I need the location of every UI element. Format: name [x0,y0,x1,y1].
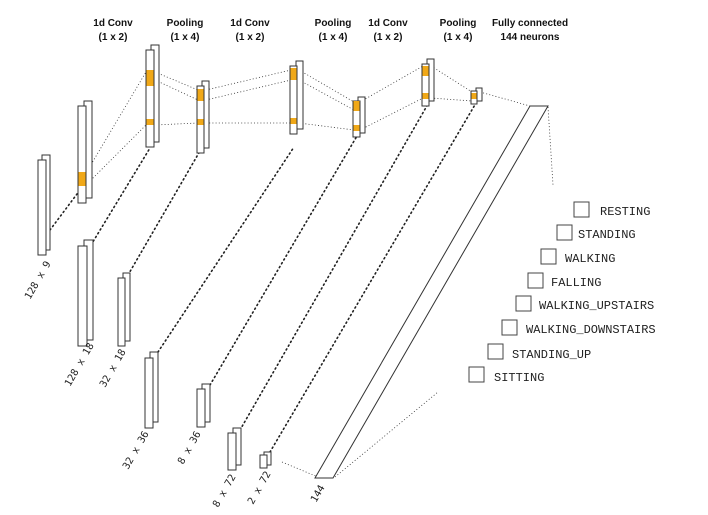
pool2-block [352,96,366,138]
pool1-block [196,80,210,154]
checkbox-resting[interactable] [573,201,590,218]
header-conv3-title: 1d Conv [368,18,408,29]
checkbox-standing-up[interactable] [487,343,504,360]
conv1-highlight [78,172,86,186]
class-label-standing-up: STANDING_UP [512,348,591,362]
pool1-output-32x18 [117,272,131,347]
header-pool1-title: Pooling [167,18,204,29]
header-fc-title: Fully connected [492,18,568,29]
header-pool1-size: (1 x 4) [171,32,200,43]
conv2-highlight-top [290,68,297,80]
conv2-block [289,60,304,135]
pool1-input-block [145,44,160,148]
class-resting: RESTING [573,201,650,219]
input-layer-128x9 [37,154,51,256]
header-conv3-kernel: (1 x 2) [374,32,403,43]
dim-label-32x18: 32 x 18 [98,347,129,389]
header-conv1-title: 1d Conv [93,18,133,29]
checkbox-walking[interactable] [540,248,557,265]
conv3-highlight-bottom [422,93,429,99]
conv1-layer-top [77,100,93,204]
dim-label-144: 144 [309,483,328,504]
pool3-highlight [471,93,477,99]
class-label-walking-upstairs: WALKING_UPSTAIRS [539,299,654,313]
top-connections [85,65,554,478]
conv3-highlight-top [422,66,429,76]
class-walking: WALKING [540,248,615,266]
pool1-in-highlight-bottom [146,119,154,125]
dimension-labels: 128 x 9 128 x 18 32 x 18 32 x 36 8 x 36 … [23,259,328,509]
class-label-falling: FALLING [551,276,601,290]
conv3-block [421,58,435,107]
class-sitting: SITTING [468,366,544,385]
header-pool3-size: (1 x 4) [444,32,473,43]
pool1-in-highlight-top [146,70,154,86]
pool2-highlight-top [353,101,360,111]
dim-label-128x9: 128 x 9 [23,259,54,301]
checkbox-walking-upstairs[interactable] [515,295,532,312]
conv3-output-8x72 [227,427,242,471]
dim-label-32x36: 32 x 36 [121,429,152,471]
fully-connected-layer [314,105,549,479]
stack-connections [49,102,477,453]
pool1-highlight-top [197,89,204,101]
pool2-highlight-bottom [353,125,360,131]
layer-headers: 1d Conv (1 x 2) Pooling (1 x 4) 1d Conv … [93,18,568,43]
class-label-standing: STANDING [578,228,636,242]
pool3-output-2x72 [259,451,272,469]
checkbox-standing[interactable] [556,224,573,241]
conv1-output-128x18 [77,239,94,347]
class-label-sitting: SITTING [494,371,544,385]
output-classes: RESTING STANDING WALKING FALLING WALKING… [468,201,656,385]
class-falling: FALLING [527,272,601,290]
conv2-highlight-bottom [290,118,297,124]
pool3-block [470,87,483,105]
class-standing: STANDING [556,224,636,242]
header-pool3-title: Pooling [440,18,477,29]
class-label-walking-downstairs: WALKING_DOWNSTAIRS [526,323,656,337]
checkbox-falling[interactable] [527,272,544,289]
dim-label-2x72: 2 x 72 [246,470,274,507]
header-pool2-title: Pooling [315,18,352,29]
dim-label-8x72: 8 x 72 [211,473,239,510]
header-conv2-kernel: (1 x 2) [236,32,265,43]
header-conv2-title: 1d Conv [230,18,270,29]
dim-label-128x18: 128 x 18 [63,341,97,388]
class-walking-downstairs: WALKING_DOWNSTAIRS [501,319,656,337]
class-label-walking: WALKING [565,252,615,266]
dim-label-8x36: 8 x 36 [176,430,204,467]
class-label-resting: RESTING [600,205,650,219]
header-conv1-kernel: (1 x 2) [99,32,128,43]
conv2-output-32x36 [144,351,159,429]
checkbox-walking-downstairs[interactable] [501,319,518,336]
class-standing-up: STANDING_UP [487,343,591,362]
header-fc-size: 144 neurons [501,32,560,43]
pool1-highlight-bottom [197,119,204,125]
checkbox-sitting[interactable] [468,366,485,383]
pool2-output-8x36 [196,383,211,428]
class-walking-upstairs: WALKING_UPSTAIRS [515,295,654,313]
header-pool2-size: (1 x 4) [319,32,348,43]
